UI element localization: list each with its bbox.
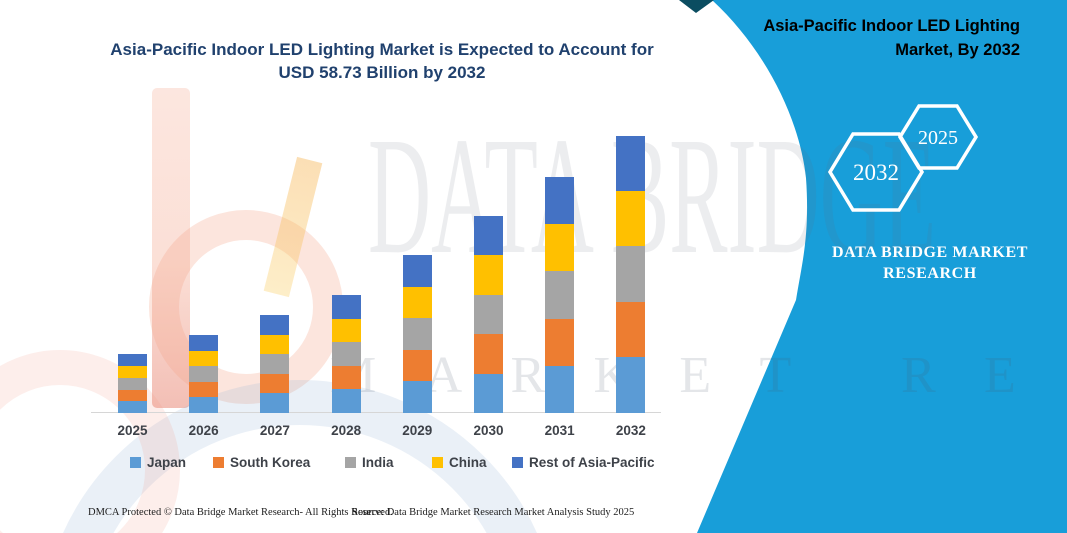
bar-segment-japan [474, 373, 503, 413]
bar-2027 [260, 315, 290, 413]
bar-segment-india [331, 342, 361, 366]
bar-segment-rest-of-asia-pacific [474, 215, 503, 256]
x-axis-label-2028: 2028 [331, 423, 362, 438]
corner-accent-triangle [679, 0, 714, 13]
legend-item-india: India [345, 455, 394, 470]
x-axis-label-2030: 2030 [473, 423, 504, 438]
bar-segment-china [331, 318, 361, 343]
bar-2026 [189, 335, 219, 413]
bar-segment-china [545, 224, 575, 272]
bar-segment-india [474, 294, 503, 335]
bar-segment-south-korea [402, 349, 432, 382]
hexagon-year-2032: 2032 [853, 160, 899, 185]
bar-segment-india [118, 377, 147, 390]
x-axis-label-2032: 2032 [615, 423, 646, 438]
legend-swatch [512, 457, 523, 468]
bar-segment-china [118, 366, 147, 378]
side-panel-title: Asia-Pacific Indoor LED Lighting Market,… [763, 17, 1020, 59]
bar-segment-south-korea [118, 389, 147, 402]
footer-copyright: DMCA Protected © Data Bridge Market Rese… [88, 507, 393, 518]
x-axis-label-2026: 2026 [188, 423, 219, 438]
bar-2030 [474, 215, 503, 413]
bar-segment-japan [402, 381, 432, 413]
bar-segment-japan [260, 393, 290, 413]
bar-segment-india [189, 366, 219, 382]
legend-item-south-korea: South Korea [213, 455, 310, 470]
hexagon-2032 [827, 132, 925, 212]
bar-2031 [545, 176, 575, 413]
bar-segment-south-korea [189, 381, 219, 398]
legend-item-china: China [432, 455, 487, 470]
legend-label: Rest of Asia-Pacific [529, 455, 655, 470]
bar-segment-india [260, 354, 290, 374]
bar-segment-china [616, 190, 646, 247]
bar-2029 [402, 255, 432, 413]
bar-segment-japan [616, 357, 646, 413]
x-axis-line [91, 412, 661, 413]
legend-swatch [130, 457, 141, 468]
bar-segment-rest-of-asia-pacific [545, 176, 575, 224]
x-axis-label-2031: 2031 [544, 423, 575, 438]
legend-swatch [432, 457, 443, 468]
legend: Japan South Korea India China Rest of Asia-P… [0, 455, 1067, 475]
side-panel-brand: DATA BRIDGE MARKET RESEARCH [831, 244, 1028, 282]
x-axis-label-2025: 2025 [117, 423, 148, 438]
bar-segment-india [616, 246, 646, 302]
footer-source: Source: Data Bridge Market Research Mark… [352, 507, 635, 518]
bar-segment-china [474, 255, 503, 295]
hexagon-year-2025: 2025 [918, 127, 958, 149]
legend-label: Japan [147, 455, 187, 470]
bar-segment-rest-of-asia-pacific [189, 335, 219, 351]
bar-segment-rest-of-asia-pacific [402, 255, 432, 287]
bar-segment-south-korea [474, 334, 503, 374]
legend-swatch [213, 457, 224, 468]
bar-segment-china [402, 286, 432, 319]
legend-label: China [449, 455, 487, 470]
legend-label: India [362, 455, 394, 470]
legend-swatch [345, 457, 356, 468]
bar-2028 [331, 294, 361, 413]
bar-segment-rest-of-asia-pacific [118, 354, 147, 367]
bar-2025 [118, 354, 147, 413]
bar-segment-south-korea [331, 365, 361, 390]
legend-label: South Korea [230, 455, 311, 470]
bar-segment-rest-of-asia-pacific [260, 315, 290, 335]
bar-segment-south-korea [260, 373, 290, 394]
bar-segment-india [402, 318, 432, 350]
bar-segment-china [189, 350, 219, 367]
bar-segment-japan [331, 389, 361, 413]
legend-item-rest-of-asia-pacific: Rest of Asia-Pacific [512, 455, 655, 470]
bar-2032 [616, 135, 646, 413]
bar-segment-india [545, 271, 575, 319]
bar-segment-rest-of-asia-pacific [331, 294, 361, 319]
bar-segment-rest-of-asia-pacific [616, 135, 646, 191]
hexagon-2025 [897, 104, 979, 170]
bar-segment-south-korea [545, 318, 575, 366]
chart-title: Asia-Pacific Indoor LED Lighting Market … [110, 40, 654, 82]
x-axis-label-2029: 2029 [402, 423, 433, 438]
bar-segment-japan [189, 397, 219, 413]
bar-segment-japan [118, 401, 147, 413]
bar-segment-china [260, 334, 290, 355]
bar-segment-south-korea [616, 301, 646, 358]
bar-segment-japan [545, 365, 575, 413]
legend-item-japan: Japan [130, 455, 186, 470]
x-axis-label-2027: 2027 [259, 423, 290, 438]
